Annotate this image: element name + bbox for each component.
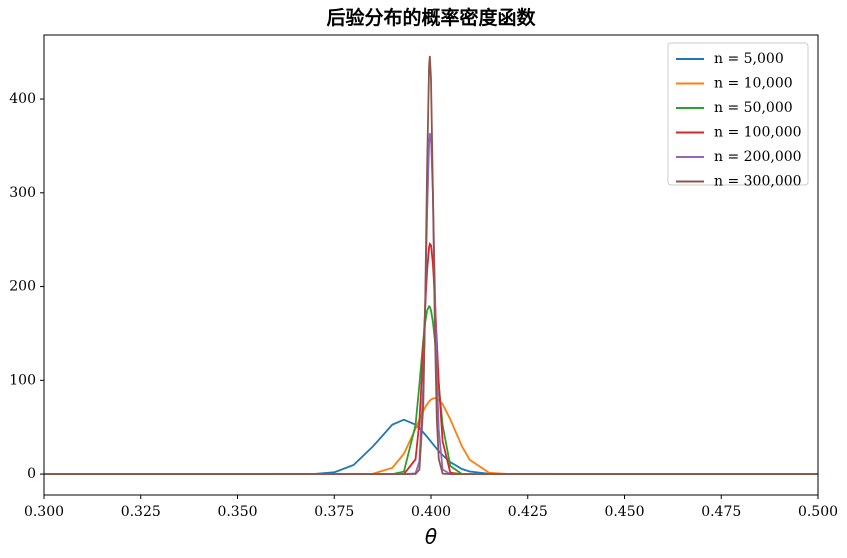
y-tick-label: 0 bbox=[27, 466, 36, 482]
x-tick-label: 0.450 bbox=[604, 504, 644, 520]
x-tick-label: 0.425 bbox=[508, 504, 548, 520]
series-line bbox=[44, 397, 818, 475]
y-tick-label: 200 bbox=[9, 279, 36, 295]
x-tick-label: 0.350 bbox=[217, 504, 257, 520]
x-tick-label: 0.400 bbox=[411, 504, 451, 520]
legend-label: n = 300,000 bbox=[714, 174, 802, 190]
legend-label: n = 100,000 bbox=[714, 125, 802, 141]
y-tick-label: 100 bbox=[9, 372, 36, 388]
x-tick-label: 0.500 bbox=[798, 504, 838, 520]
plot-frame bbox=[43, 34, 819, 496]
legend-label: n = 200,000 bbox=[714, 149, 802, 165]
legend-box bbox=[667, 42, 809, 186]
chart-title: 后验分布的概率密度函数 bbox=[326, 6, 536, 29]
legend-label: n = 10,000 bbox=[714, 76, 793, 92]
x-tick-label: 0.475 bbox=[701, 504, 741, 520]
series-line bbox=[44, 241, 818, 475]
legend-label: n = 50,000 bbox=[714, 100, 793, 116]
x-axis-label: θ bbox=[425, 525, 437, 549]
legend-label: n = 5,000 bbox=[714, 51, 784, 67]
series-line bbox=[44, 304, 818, 475]
series-line bbox=[44, 418, 818, 475]
x-tick-label: 0.300 bbox=[24, 504, 64, 520]
x-tick-label: 0.325 bbox=[121, 504, 161, 520]
x-tick-label: 0.375 bbox=[314, 504, 354, 520]
y-tick-label: 300 bbox=[9, 185, 36, 201]
series-line bbox=[44, 55, 818, 475]
y-tick-label: 400 bbox=[9, 91, 36, 107]
